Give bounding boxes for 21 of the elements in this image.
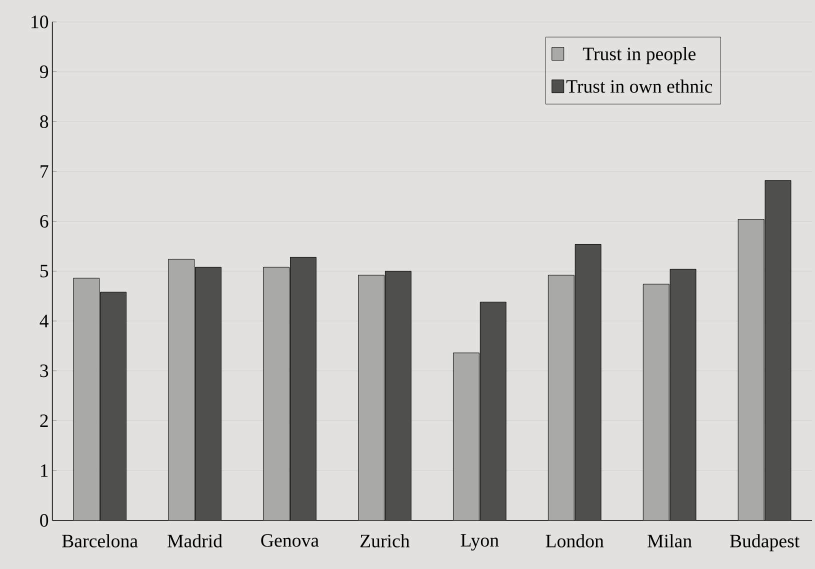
y-tick-label: 1 — [41, 464, 48, 477]
y-tick-label: 7 — [40, 165, 48, 178]
y-tick-label: 8 — [40, 115, 48, 128]
x-tick-label: Genova — [261, 534, 319, 547]
x-tick-label: Madrid — [168, 534, 222, 548]
y-tick-label: 2 — [40, 414, 48, 427]
y-tick-label: 0 — [40, 514, 48, 527]
x-tick-label: Lyon — [460, 534, 499, 550]
x-tick-label: Budapest — [730, 534, 800, 552]
x-tick-label: Zurich — [360, 534, 410, 548]
y-tick-label: 9 — [40, 65, 48, 78]
y-tick-label: 6 — [40, 214, 48, 228]
legend-label: Trust in people — [582, 46, 696, 64]
y-tick-label: 3 — [40, 364, 48, 378]
legend-label: Trust in own ethnic — [566, 79, 712, 93]
x-tick-label: Barcelona — [62, 534, 138, 548]
y-tick-label: 4 — [40, 314, 49, 328]
y-tick-label: 10 — [32, 15, 48, 28]
x-tick-label: Milan — [648, 534, 692, 548]
x-tick-label: London — [546, 534, 604, 548]
y-tick-label: 5 — [40, 264, 48, 278]
